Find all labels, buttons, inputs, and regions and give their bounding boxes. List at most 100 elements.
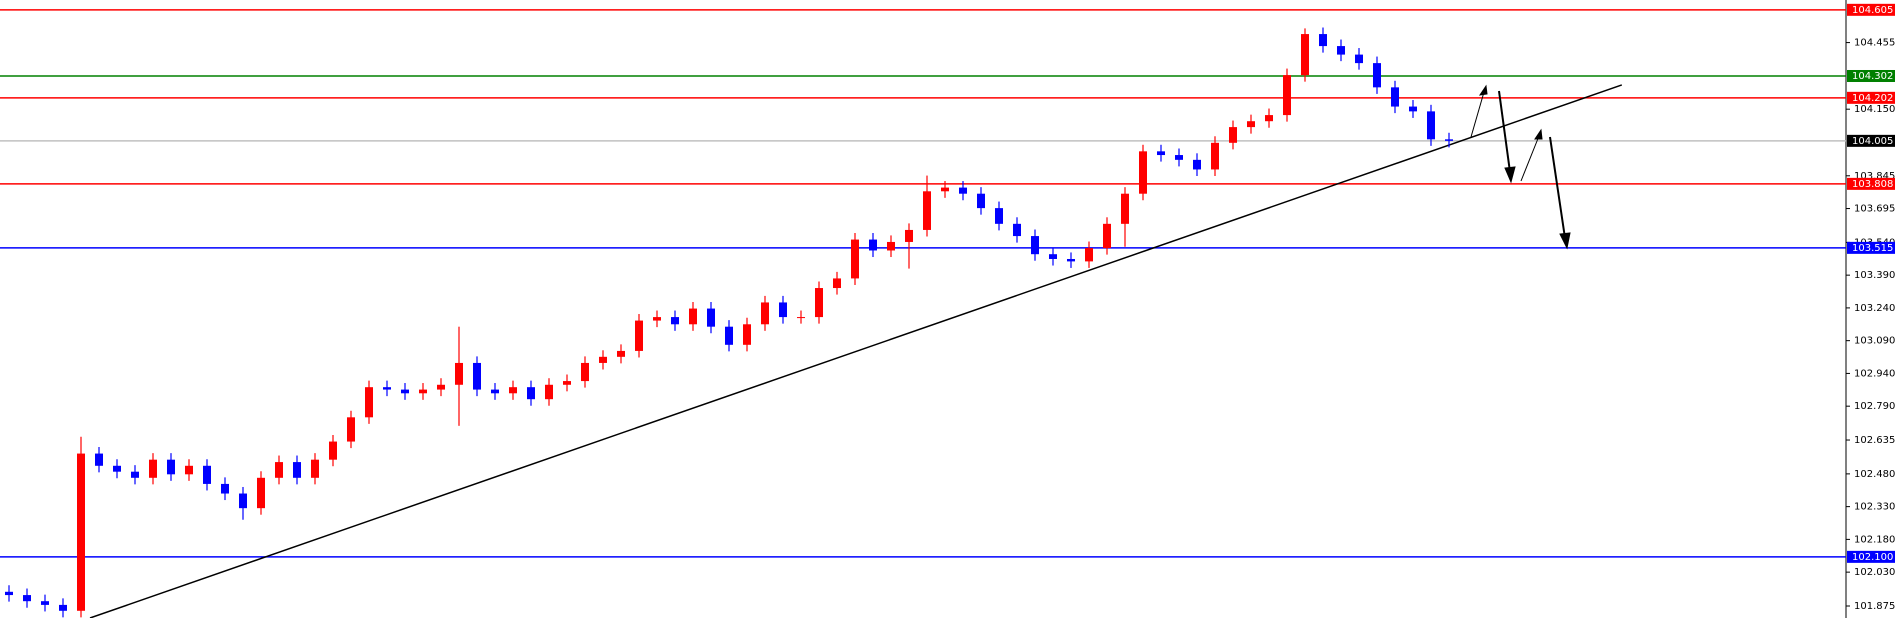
candle-body	[1175, 155, 1183, 160]
candle-body	[923, 191, 931, 230]
candle-body	[1193, 159, 1201, 170]
y-tick-label: 102.940	[1854, 368, 1895, 379]
candle-body	[527, 387, 535, 400]
candle-body	[311, 459, 319, 478]
level-label: 104.605	[1852, 5, 1893, 16]
candle-body	[149, 459, 157, 478]
candle-body	[1067, 258, 1075, 262]
level-label-box	[1847, 69, 1895, 82]
candle-body	[347, 417, 355, 442]
candle-body	[239, 493, 247, 509]
y-tick-label: 102.330	[1854, 502, 1895, 513]
y-tick-label: 102.180	[1854, 534, 1895, 545]
candle-body	[959, 187, 967, 194]
candle-body	[1157, 151, 1165, 156]
y-tick-label: 103.240	[1854, 303, 1895, 314]
candle-body	[1013, 223, 1021, 237]
candle-body	[1211, 142, 1219, 170]
arrow-head	[1534, 128, 1543, 140]
candle-body	[1103, 223, 1111, 249]
y-tick-label: 103.090	[1854, 336, 1895, 347]
candle-body	[1085, 248, 1093, 262]
candle-body	[635, 320, 643, 351]
candle-body	[581, 362, 589, 382]
candle-body	[1391, 87, 1399, 107]
candle-body	[887, 241, 895, 251]
candle-body	[221, 483, 229, 494]
candle-body	[599, 356, 607, 363]
y-tick-label: 103.845	[1854, 171, 1895, 182]
candle-body	[185, 465, 193, 475]
candle-body	[1319, 34, 1327, 47]
candle-body	[113, 465, 121, 472]
level-label-box	[1847, 134, 1895, 147]
candle-body	[5, 591, 13, 596]
y-tick-label: 102.030	[1854, 567, 1895, 578]
candle-body	[1373, 63, 1381, 88]
candle-body	[455, 362, 463, 385]
candle-body	[59, 604, 67, 611]
candle-body	[419, 389, 427, 394]
y-tick-label: 103.695	[1854, 204, 1895, 215]
level-label: 103.515	[1852, 243, 1893, 254]
trendline	[89, 84, 1623, 618]
arrow-head	[1504, 166, 1516, 184]
candle-body	[23, 595, 31, 602]
candle-body	[977, 193, 985, 209]
candle-body	[545, 384, 553, 400]
level-label: 104.302	[1852, 71, 1893, 82]
forecast-arrows	[1470, 84, 1571, 250]
candle-body	[869, 239, 877, 251]
candle-body	[203, 465, 211, 484]
candle-body	[671, 317, 679, 325]
level-label-box	[1847, 91, 1895, 104]
candle-body	[761, 302, 769, 325]
arrow-head	[1478, 84, 1488, 96]
candle-body	[1301, 34, 1309, 76]
candle-body	[743, 324, 751, 345]
level-label-box	[1847, 177, 1895, 190]
candle-body	[131, 471, 139, 478]
candle-body	[833, 278, 841, 289]
y-tick-label: 104.150	[1854, 104, 1895, 115]
candle-body	[1031, 236, 1039, 255]
arrow	[1470, 91, 1485, 138]
candle-body	[617, 350, 625, 357]
candle-body	[473, 362, 481, 390]
candle-body	[1139, 151, 1147, 194]
candle-body	[1121, 193, 1129, 224]
candle-body	[707, 308, 715, 327]
candle-body	[401, 389, 409, 394]
candle-body	[167, 459, 175, 475]
candle-body	[491, 389, 499, 394]
level-label-box	[1847, 241, 1895, 254]
arrow-head	[1559, 232, 1571, 250]
candle-body	[1265, 115, 1273, 122]
candle-body	[851, 239, 859, 279]
candle-body	[563, 381, 571, 385]
candle-body	[815, 288, 823, 318]
candle-body	[689, 308, 697, 325]
candle-body	[365, 387, 373, 418]
candle-body	[257, 477, 265, 509]
level-label-box	[1847, 550, 1895, 563]
level-label: 103.808	[1852, 179, 1893, 190]
arrow	[1520, 135, 1540, 182]
candle-body	[995, 208, 1003, 224]
candle-body	[725, 326, 733, 345]
y-tick-label: 104.455	[1854, 38, 1895, 49]
candle-body	[1355, 54, 1363, 64]
arrow	[1549, 136, 1566, 239]
candle-body	[653, 317, 661, 321]
candle-body	[95, 453, 103, 466]
candle-body	[779, 302, 787, 318]
y-tick-label: 102.635	[1854, 435, 1895, 446]
candle-body	[905, 229, 913, 242]
candle-body	[1247, 121, 1255, 128]
candle-body	[437, 384, 445, 390]
y-tick-label: 102.790	[1854, 401, 1895, 412]
candle-body	[1337, 46, 1345, 55]
candle-body	[77, 453, 85, 611]
level-label: 104.005	[1852, 136, 1893, 147]
